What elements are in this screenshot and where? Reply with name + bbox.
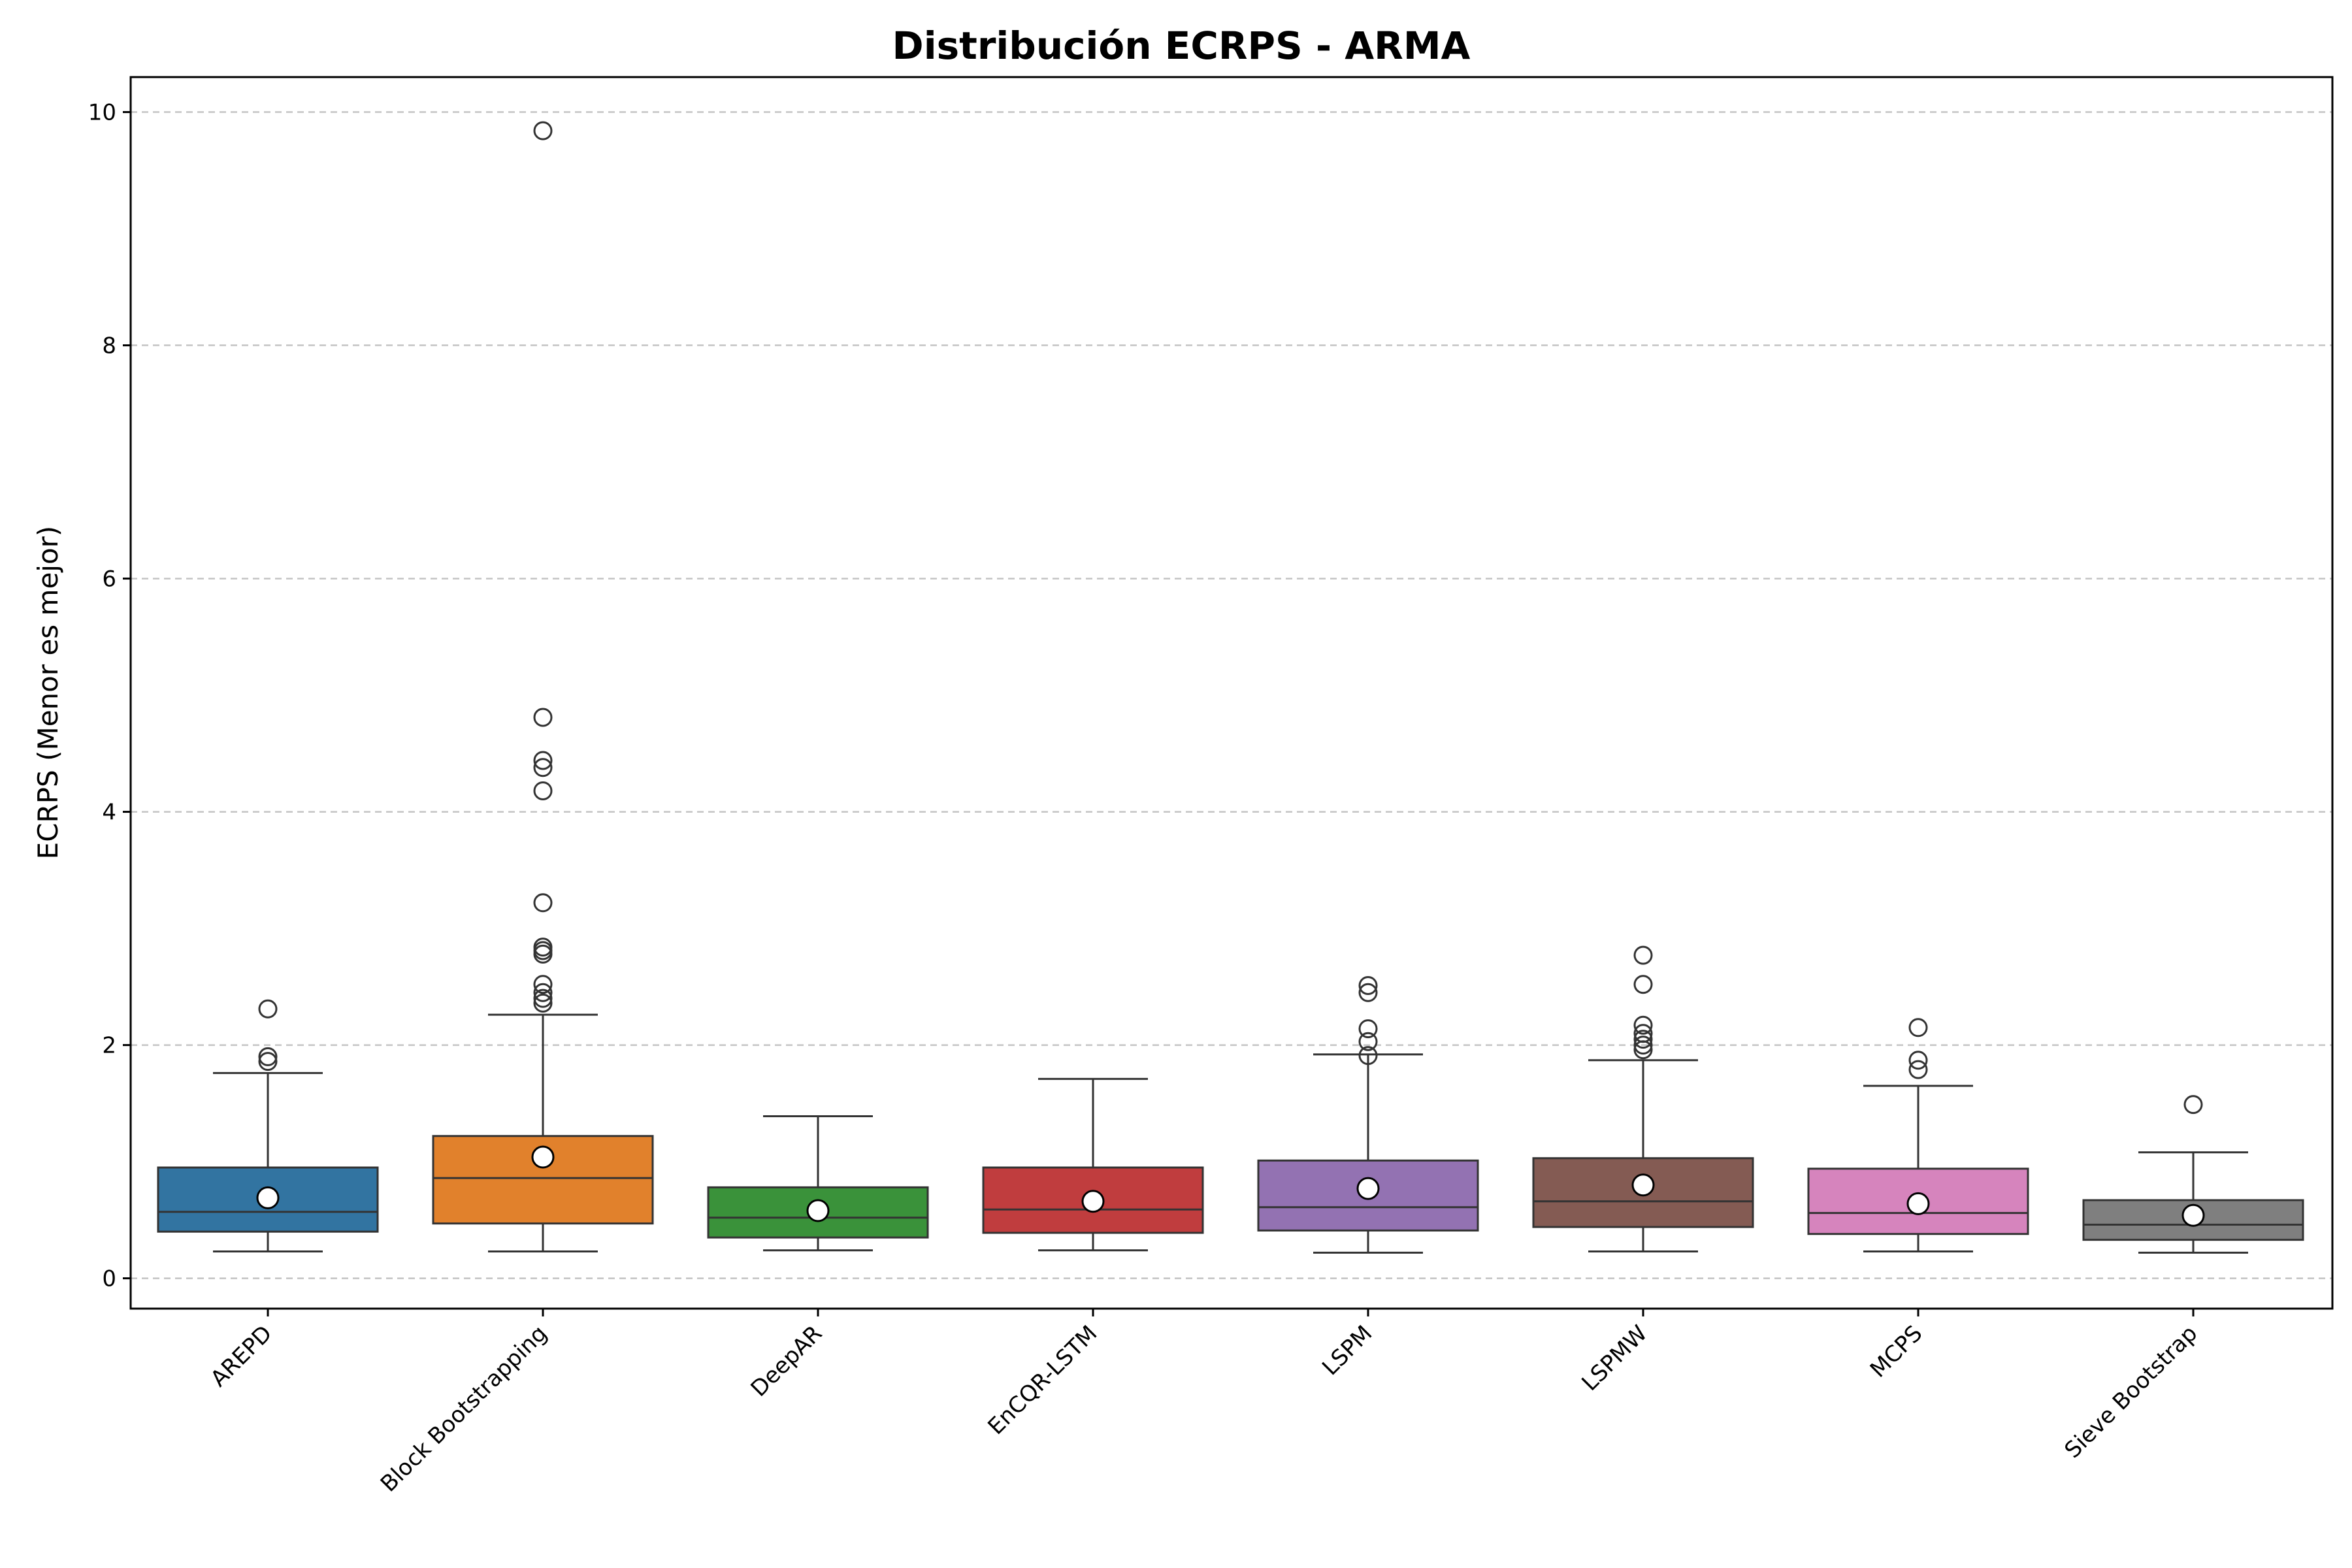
outlier-point xyxy=(533,975,553,994)
plot-frame xyxy=(129,76,2334,1310)
outlier-point xyxy=(533,121,553,140)
outlier-point xyxy=(1633,975,1653,994)
outlier-point xyxy=(533,751,553,770)
y-axis-label: ECRPS (Menor es mejor) xyxy=(32,526,64,860)
outlier-point xyxy=(533,893,553,913)
outlier-point xyxy=(533,993,553,1013)
y-tick-label: 4 xyxy=(102,800,116,826)
outlier-point xyxy=(533,781,553,800)
box-group-arepd xyxy=(157,999,379,1253)
outlier-point xyxy=(1908,1060,1928,1079)
boxes-layer xyxy=(157,121,2304,1254)
outlier-point xyxy=(533,938,553,957)
box-group-lspmw xyxy=(1532,945,1754,1253)
mean-marker xyxy=(806,1199,830,1222)
outlier-point xyxy=(258,1052,278,1071)
outlier-point xyxy=(1908,1018,1928,1037)
box-group-block-bootstrapping xyxy=(432,121,654,1253)
outlier-point xyxy=(533,988,553,1008)
mean-marker xyxy=(531,1145,555,1169)
outlier-point xyxy=(1633,1036,1653,1055)
y-tick-label: 0 xyxy=(102,1266,116,1292)
outlier-point xyxy=(1358,1032,1378,1051)
outlier-point xyxy=(533,708,553,727)
outlier-point xyxy=(533,983,553,1002)
box-group-encqr-lstm xyxy=(982,1077,1204,1252)
y-tick-label: 2 xyxy=(102,1033,116,1059)
outlier-point xyxy=(1633,945,1653,965)
outlier-point xyxy=(1358,976,1378,996)
y-tick-label: 8 xyxy=(102,333,116,359)
outlier-point xyxy=(1358,1019,1378,1039)
outlier-point xyxy=(2183,1095,2203,1115)
mean-marker xyxy=(256,1186,280,1209)
outlier-point xyxy=(1633,1015,1653,1035)
outlier-point xyxy=(1358,983,1378,1002)
grid-lines xyxy=(131,111,2332,1279)
chart-title: Distribución ECRPS - ARMA xyxy=(892,24,1471,68)
outlier-point xyxy=(258,1047,278,1066)
outlier-point xyxy=(1358,1046,1378,1066)
y-tick-label: 6 xyxy=(102,566,116,593)
mean-marker xyxy=(2181,1203,2205,1227)
box-group-deepar xyxy=(707,1115,929,1252)
box-group-mcps xyxy=(1807,1018,2029,1253)
outlier-point xyxy=(258,999,278,1019)
mean-marker xyxy=(1081,1190,1105,1213)
outlier-point xyxy=(1633,1030,1653,1049)
box-group-sieve-bootstrap xyxy=(2082,1095,2304,1254)
mean-marker xyxy=(1631,1173,1655,1197)
mean-marker xyxy=(1906,1192,1930,1215)
mean-marker xyxy=(1356,1177,1380,1200)
y-axis-ticks: 0 2 4 6 8 10 xyxy=(88,100,131,1292)
y-tick-label: 10 xyxy=(88,100,116,126)
outlier-point xyxy=(1908,1051,1928,1070)
outlier-point xyxy=(1633,1024,1653,1043)
outlier-point xyxy=(533,758,553,777)
box-group-lspm xyxy=(1257,976,1479,1254)
